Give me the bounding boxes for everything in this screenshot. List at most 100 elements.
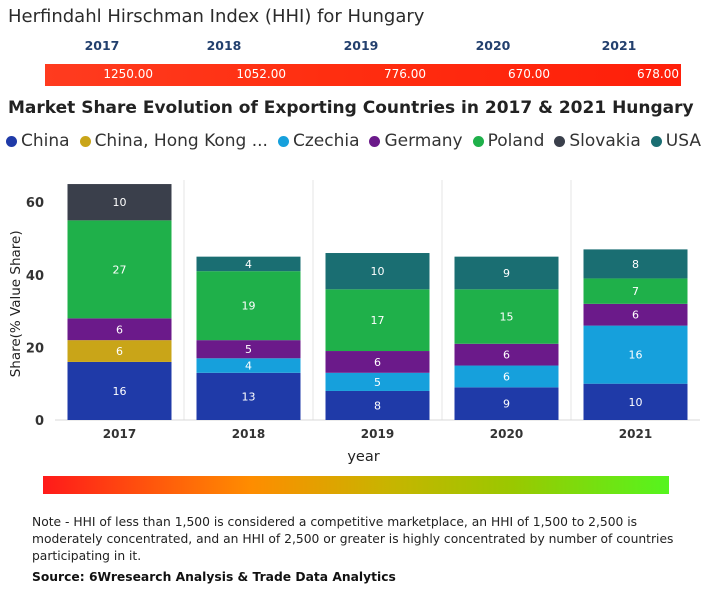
data-label: 19: [242, 300, 256, 313]
chart-title: Market Share Evolution of Exporting Coun…: [8, 98, 694, 118]
data-label: 16: [113, 385, 127, 398]
data-label: 8: [374, 399, 381, 412]
legend-swatch: [650, 135, 662, 147]
bar-segment: [583, 383, 688, 420]
data-label: 17: [371, 314, 385, 327]
legend-label: China, Hong Kong ...: [94, 131, 268, 151]
legend-item-china[interactable]: China: [6, 131, 70, 151]
hhi-title: Herfindahl Hirschman Index (HHI) for Hun…: [8, 6, 425, 27]
data-label: 5: [245, 343, 252, 356]
legend-item-usa[interactable]: USA: [650, 131, 701, 151]
data-label: 16: [629, 349, 643, 362]
bar-segment: [454, 387, 559, 420]
hhi-year-2019: 2019: [343, 38, 379, 53]
legend-swatch: [472, 135, 484, 147]
hhi-note: Note - HHI of less than 1,500 is conside…: [32, 515, 674, 563]
data-label: 6: [116, 345, 123, 358]
bar-segment: [325, 289, 430, 352]
data-label: 4: [245, 360, 252, 373]
data-label: 6: [116, 323, 123, 336]
hhi-value-2017: 1250.00: [103, 67, 153, 81]
concentration-color-scale: [43, 476, 669, 494]
bar-segment: [67, 340, 172, 362]
data-label: 7: [632, 285, 639, 298]
bar-segment: [454, 289, 559, 344]
bar-segment: [454, 343, 559, 366]
bar-segment: [325, 372, 430, 391]
legend-label: Poland: [487, 131, 545, 151]
legend-item-germany[interactable]: Germany: [369, 131, 463, 151]
bar-segment: [196, 340, 301, 359]
hhi-value-2018: 1052.00: [236, 67, 286, 81]
hhi-value-2019: 776.00: [384, 67, 426, 81]
bar-segment: [196, 271, 301, 341]
bar-segment: [583, 278, 688, 304]
chart-legend: China China, Hong Kong ... Czechia Germany P…: [6, 131, 711, 151]
x-tick-label: 2019: [361, 427, 394, 441]
legend-label: Czechia: [292, 131, 360, 151]
data-label: 6: [503, 349, 510, 362]
data-label: 6: [632, 309, 639, 322]
legend-swatch: [554, 135, 566, 147]
y-tick-label: 20: [26, 341, 44, 356]
legend-item-czechia[interactable]: Czechia: [277, 131, 360, 151]
bar-segment: [67, 184, 172, 221]
bar-segment: [325, 253, 430, 290]
data-label: 10: [629, 396, 643, 409]
legend-swatch: [79, 135, 91, 147]
legend-label: Slovakia: [569, 131, 641, 151]
legend-swatch: [369, 135, 381, 147]
data-label: 6: [374, 356, 381, 369]
legend-item-poland[interactable]: Poland: [472, 131, 545, 151]
bar-segment: [196, 256, 301, 272]
data-label: 4: [245, 258, 252, 271]
source-line: Source: 6Wresearch Analysis & Trade Data…: [32, 570, 396, 584]
hhi-year-2020: 2020: [475, 38, 511, 53]
bar-segment: [454, 365, 559, 388]
data-label: 10: [113, 196, 127, 209]
bar-segment: [67, 220, 172, 319]
hhi-year-2018: 2018: [206, 38, 242, 53]
data-label: 9: [503, 267, 510, 280]
legend-label: USA: [665, 131, 701, 151]
bar-segment: [583, 303, 688, 326]
legend-item-slovakia[interactable]: Slovakia: [554, 131, 641, 151]
bar-segment: [67, 361, 172, 420]
hhi-value-bar: [45, 64, 681, 86]
y-axis-label: Share(% Value Share): [8, 230, 24, 377]
data-label: 8: [632, 258, 639, 271]
data-label: 6: [503, 370, 510, 383]
bar-segment: [583, 325, 688, 384]
bar-segment: [67, 318, 172, 341]
bar-segment: [583, 249, 688, 279]
bar-segment: [196, 358, 301, 373]
y-tick-label: 60: [26, 196, 44, 211]
hhi-value-2020: 670.00: [508, 67, 550, 81]
stacked-bar-chart: 0 20 40 60 Share(% Value Share) 16 6 6 27 10 2017 1…: [8, 180, 700, 465]
legend-item-china-hong-kong[interactable]: China, Hong Kong ...: [79, 131, 268, 151]
bar-segment: [454, 256, 559, 290]
x-tick-label: 2020: [490, 427, 523, 441]
bar-segment: [325, 390, 430, 420]
data-label: 15: [500, 311, 514, 324]
data-label: 27: [113, 263, 127, 276]
x-tick-label: 2018: [232, 427, 265, 441]
y-tick-label: 0: [35, 414, 44, 429]
data-label: 10: [371, 265, 385, 278]
bar-segment: [196, 372, 301, 420]
x-tick-label: 2021: [619, 427, 652, 441]
data-label: 9: [503, 398, 510, 411]
y-tick-label: 40: [26, 269, 44, 284]
hhi-year-2017: 2017: [84, 38, 120, 53]
legend-label: China: [21, 131, 70, 151]
x-axis-label: year: [347, 449, 379, 465]
hhi-year-2021: 2021: [601, 38, 637, 53]
hhi-value-2021: 678.00: [637, 67, 679, 81]
data-label: 5: [374, 376, 381, 389]
legend-swatch: [6, 135, 17, 147]
data-label: 13: [242, 390, 256, 403]
legend-swatch: [277, 135, 289, 147]
legend-label: Germany: [384, 131, 463, 151]
x-tick-label: 2017: [103, 427, 136, 441]
bar-segment: [325, 351, 430, 373]
